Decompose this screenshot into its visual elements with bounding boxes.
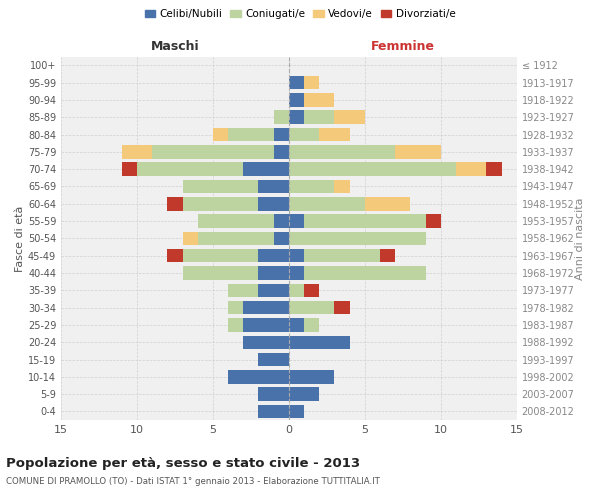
Bar — [243, 336, 289, 349]
Bar — [289, 197, 365, 210]
Bar — [289, 388, 319, 401]
Bar — [274, 214, 289, 228]
Bar — [228, 370, 289, 384]
Bar — [274, 232, 289, 245]
Bar — [395, 145, 441, 158]
Bar — [334, 301, 350, 314]
Bar — [259, 249, 289, 262]
Text: Maschi: Maschi — [151, 40, 199, 53]
Bar — [259, 388, 289, 401]
Bar — [213, 128, 228, 141]
Bar — [289, 232, 425, 245]
Bar — [182, 232, 198, 245]
Bar — [167, 249, 182, 262]
Bar — [304, 318, 319, 332]
Bar — [380, 249, 395, 262]
Bar — [289, 93, 304, 106]
Bar — [259, 353, 289, 366]
Bar — [274, 110, 289, 124]
Bar — [274, 128, 289, 141]
Bar — [182, 197, 259, 210]
Text: COMUNE DI PRAMOLLO (TO) - Dati ISTAT 1° gennaio 2013 - Elaborazione TUTTITALIA.I: COMUNE DI PRAMOLLO (TO) - Dati ISTAT 1° … — [6, 478, 380, 486]
Y-axis label: Anni di nascita: Anni di nascita — [575, 197, 585, 280]
Bar — [456, 162, 487, 176]
Bar — [304, 214, 425, 228]
Text: Popolazione per età, sesso e stato civile - 2013: Popolazione per età, sesso e stato civil… — [6, 458, 360, 470]
Bar — [304, 110, 334, 124]
Bar — [259, 266, 289, 280]
Bar — [289, 128, 319, 141]
Bar — [334, 110, 365, 124]
Bar — [365, 197, 410, 210]
Bar — [289, 266, 304, 280]
Bar — [152, 145, 274, 158]
Bar — [289, 301, 334, 314]
Bar — [167, 197, 182, 210]
Bar — [304, 93, 334, 106]
Bar — [304, 266, 425, 280]
Bar — [259, 404, 289, 418]
Bar — [182, 180, 259, 193]
Bar — [334, 180, 350, 193]
Bar — [274, 145, 289, 158]
Y-axis label: Fasce di età: Fasce di età — [15, 205, 25, 272]
Text: Femmine: Femmine — [371, 40, 435, 53]
Bar — [122, 145, 152, 158]
Bar — [228, 284, 259, 297]
Bar — [122, 162, 137, 176]
Bar — [289, 284, 304, 297]
Bar — [304, 76, 319, 90]
Bar — [289, 145, 395, 158]
Bar — [289, 162, 456, 176]
Bar — [304, 284, 319, 297]
Bar — [289, 370, 334, 384]
Bar — [425, 214, 441, 228]
Bar — [198, 232, 274, 245]
Bar — [304, 249, 380, 262]
Bar — [289, 110, 304, 124]
Bar — [243, 318, 289, 332]
Bar — [228, 128, 274, 141]
Legend: Celibi/Nubili, Coniugati/e, Vedovi/e, Divorziati/e: Celibi/Nubili, Coniugati/e, Vedovi/e, Di… — [140, 5, 460, 24]
Bar — [319, 128, 350, 141]
Bar — [487, 162, 502, 176]
Bar — [182, 266, 259, 280]
Bar — [182, 249, 259, 262]
Bar — [228, 301, 243, 314]
Bar — [259, 284, 289, 297]
Bar — [259, 197, 289, 210]
Bar — [289, 404, 304, 418]
Bar — [289, 249, 304, 262]
Bar — [228, 318, 243, 332]
Bar — [137, 162, 243, 176]
Bar — [259, 180, 289, 193]
Bar — [289, 336, 350, 349]
Bar — [243, 301, 289, 314]
Bar — [289, 214, 304, 228]
Bar — [289, 76, 304, 90]
Bar — [289, 180, 334, 193]
Bar — [243, 162, 289, 176]
Bar — [198, 214, 274, 228]
Bar — [289, 318, 304, 332]
